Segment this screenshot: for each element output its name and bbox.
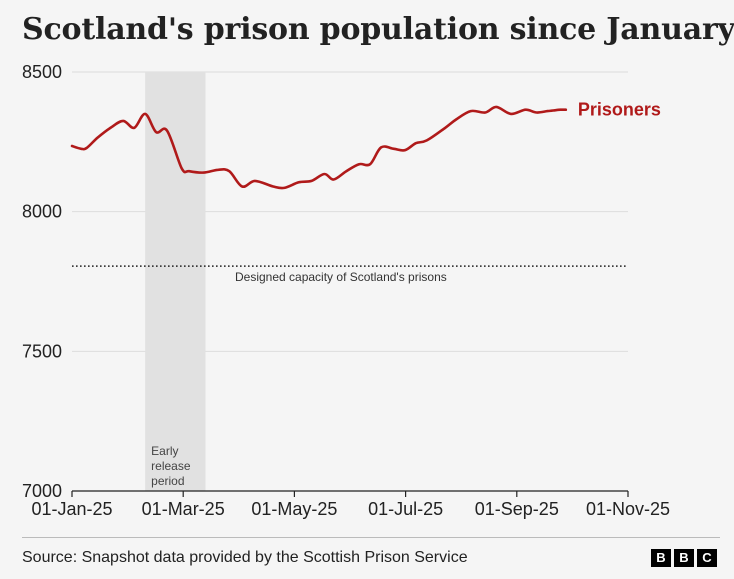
footer-divider [22,537,720,538]
y-tick-label: 8000 [22,202,62,222]
series-layer: Prisoners [70,100,661,190]
source-note: Source: Snapshot data provided by the Sc… [22,549,468,566]
logo-letter: B [674,549,694,567]
x-tick-label: 01-May-25 [251,499,337,519]
chart-title: Scotland's prison population since Janua… [22,12,734,47]
x-tick-label: 01-Nov-25 [586,499,670,519]
logo-letter: C [697,549,717,567]
capacity-label: Designed capacity of Scotland's prisons [235,270,447,284]
shaded-region-label: Early [151,444,178,458]
series-label-prisoners: Prisoners [578,100,661,120]
logo-letter: B [651,549,671,567]
x-tick-label: 01-Sep-25 [475,499,559,519]
y-tick-label: 8500 [22,62,62,82]
x-tick-label: 01-Mar-25 [142,499,225,519]
series-line-prisoners [70,105,568,190]
y-tick-label: 7000 [22,481,62,501]
shaded-region-label: period [151,474,184,488]
capacity-reference: Designed capacity of Scotland's prisons [72,265,628,284]
y-tick-label: 7500 [22,341,62,361]
shaded-region-label: release [151,459,191,473]
x-tick-label: 01-Jul-25 [368,499,443,519]
x-tick-label: 01-Jan-25 [31,499,112,519]
shaded-region [145,72,206,491]
bbc-logo: B B C [651,549,717,567]
